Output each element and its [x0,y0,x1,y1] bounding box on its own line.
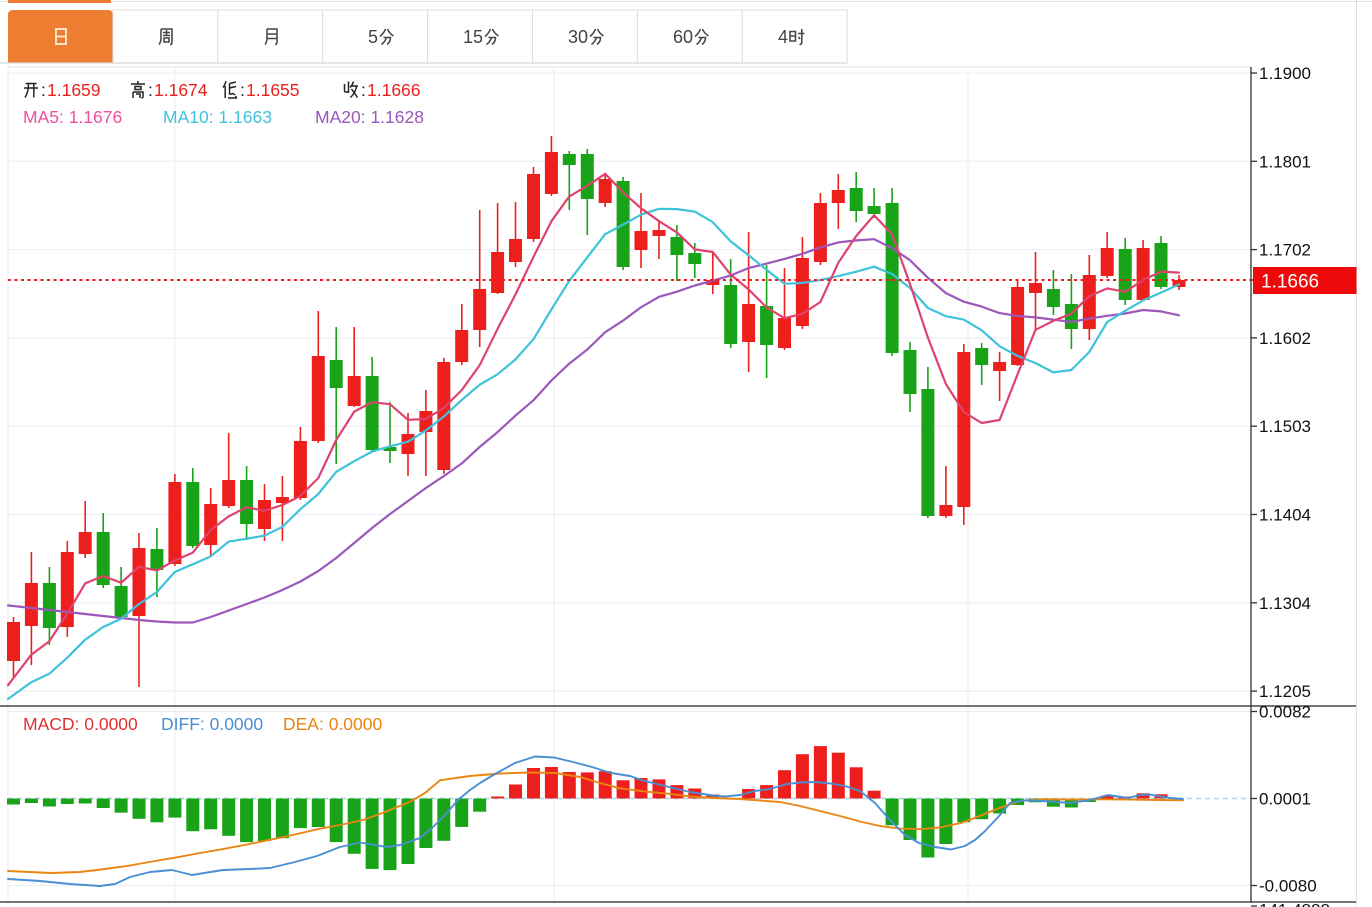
svg-text:1.1659: 1.1659 [47,80,101,100]
svg-text:141.4888: 141.4888 [1259,901,1330,907]
svg-text:0.0001: 0.0001 [1259,790,1311,809]
svg-text:1.1666: 1.1666 [367,80,421,100]
svg-text:1.1503: 1.1503 [1259,417,1311,436]
svg-text::: : [240,80,245,100]
svg-text:15: 15 [463,27,483,47]
svg-text:0.0082: 0.0082 [1259,703,1311,722]
svg-text:1.1404: 1.1404 [1259,506,1311,525]
svg-text:1.1674: 1.1674 [154,80,208,100]
svg-text:1.1801: 1.1801 [1259,152,1311,171]
svg-text:1.1900: 1.1900 [1259,64,1311,83]
svg-text:DEA: 0.0000: DEA: 0.0000 [283,714,382,734]
svg-text:-0.0080: -0.0080 [1259,877,1317,896]
svg-text:1.1205: 1.1205 [1259,682,1311,701]
svg-text:1.1655: 1.1655 [246,80,300,100]
svg-text::: : [148,80,153,100]
svg-text:1.1702: 1.1702 [1259,241,1311,260]
svg-text:1.1304: 1.1304 [1259,594,1311,613]
svg-text:4: 4 [778,27,788,47]
svg-text:1.1602: 1.1602 [1259,329,1311,348]
svg-text:MA20: 1.1628: MA20: 1.1628 [315,107,424,127]
svg-text:MACD: 0.0000: MACD: 0.0000 [23,714,138,734]
svg-text::: : [41,80,46,100]
svg-text:MA10: 1.1663: MA10: 1.1663 [163,107,272,127]
svg-text:30: 30 [568,27,588,47]
svg-text::: : [361,80,366,100]
svg-text:1.1666: 1.1666 [1261,272,1319,293]
svg-text:MA5: 1.1676: MA5: 1.1676 [23,107,122,127]
svg-text:60: 60 [673,27,693,47]
svg-text:5: 5 [368,27,378,47]
svg-text:DIFF: 0.0000: DIFF: 0.0000 [161,714,263,734]
